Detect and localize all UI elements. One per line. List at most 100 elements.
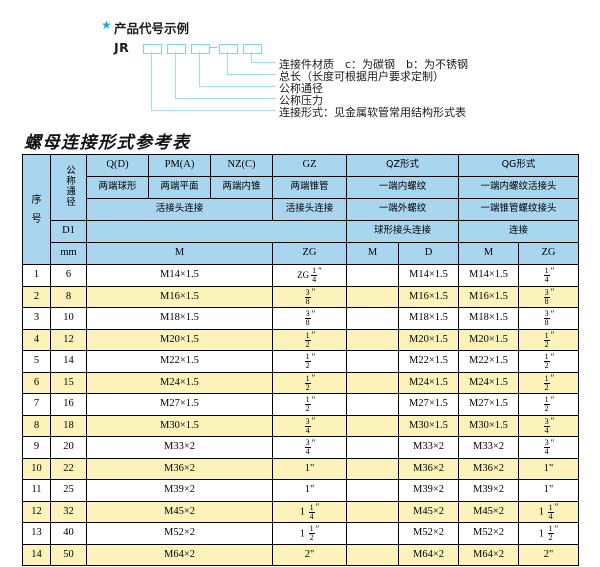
- cell-gz: 1 2 ″: [272, 328, 347, 351]
- nut-connection-spec-table: 序 号 公称通径 Q(D) PM(A) NZ(C) GZ QZ形式 QG形式 两…: [22, 154, 579, 566]
- table-row: 3 10 M18×1.5 3 8 ″ M18×1.5 M18×1.5 3 8 ″: [22, 307, 579, 330]
- cell-m: M52×2: [86, 522, 273, 545]
- cell-gz: 1 2 ″: [272, 350, 347, 373]
- header-unit-qg-m: M: [458, 242, 519, 265]
- table-row: 1 6 M14×1.5 ZG 1 4 ″ M14×1.5 M14×1.5 1 4 ″: [22, 264, 579, 287]
- code-box-1: [143, 44, 162, 54]
- cell-qz-d: M22×1.5: [398, 350, 459, 373]
- header-desc-gz: 两端锥管: [272, 176, 347, 199]
- leader-line-5-h: [151, 110, 276, 111]
- product-code-title: 产品代号示例: [114, 21, 190, 36]
- table-row: 6 15 M24×1.5 1 2 ″ M24×1.5 M24×1.5 1 2 ″: [22, 371, 579, 394]
- table-row: 9 20 M33×2 3 4 ″ M33×2 M33×2 3 4 ″: [22, 436, 579, 459]
- cell-gz: 2": [272, 543, 347, 566]
- header-connect-qz: 一端外螺纹: [346, 198, 459, 221]
- cell-dn: 32: [50, 500, 87, 523]
- cell-qg-m: M52×2: [458, 522, 519, 545]
- cell-gz: ZG 1 4 ″: [272, 264, 347, 287]
- cell-gz: 1": [272, 479, 347, 502]
- product-code-prefix: JR: [114, 40, 130, 55]
- header-group-qd: Q(D): [86, 154, 149, 177]
- cell-seq: 2: [22, 285, 51, 308]
- cell-qz-m: [346, 350, 399, 373]
- cell-qz-m: [346, 436, 399, 459]
- table-row: 2 8 M16×1.5 3 8 ″ M16×1.5 M16×1.5 3 8 ″: [22, 285, 579, 308]
- header-desc-qg: 一端内螺纹活接头: [458, 176, 579, 199]
- cell-dn: 50: [50, 543, 87, 566]
- header-group-nz: NZ(C): [210, 154, 273, 177]
- legend-material: 连接件材质 c：为碳钢 b：为不锈钢: [279, 58, 469, 71]
- cell-dn: 8: [50, 285, 87, 308]
- cell-dn: 18: [50, 414, 87, 437]
- legend-total-length: 总长（长度可根据用户要求定制）: [279, 70, 444, 83]
- legend-connect-type: 连接形式：见金属软管常用结构形式表: [279, 106, 466, 119]
- cell-qg-zg: 1": [518, 457, 579, 480]
- legend-nominal-press: 公称压力: [279, 94, 323, 107]
- cell-seq: 8: [22, 414, 51, 437]
- table-row: 7 16 M27×1.5 1 2 ″ M27×1.5 M27×1.5 1 2 ″: [22, 393, 579, 416]
- cell-m: M24×1.5: [86, 371, 273, 394]
- cell-dn: 10: [50, 307, 87, 330]
- code-box-2: [167, 44, 186, 54]
- leader-line-4-h: [175, 98, 276, 99]
- cell-qg-m: M20×1.5: [458, 328, 519, 351]
- cell-seq: 7: [22, 393, 51, 416]
- header-seq: 序 号: [22, 154, 51, 265]
- cell-qz-m: [346, 285, 399, 308]
- code-dash: [210, 47, 217, 48]
- cell-qz-d: M39×2: [398, 479, 459, 502]
- header-d1-label: D1: [50, 220, 87, 243]
- cell-qz-m: [346, 500, 399, 523]
- cell-qz-d: M45×2: [398, 500, 459, 523]
- cell-m: M64×2: [86, 543, 273, 566]
- header-connect-gz: 活接头连接: [272, 198, 347, 221]
- cell-qg-m: M18×1.5: [458, 307, 519, 330]
- section-heading: 螺母连接形式参考表: [24, 133, 191, 152]
- cell-qz-m: [346, 479, 399, 502]
- cell-dn: 25: [50, 479, 87, 502]
- header-desc-pm: 两端平面: [148, 176, 211, 199]
- cell-dn: 14: [50, 350, 87, 373]
- cell-qg-zg: 3 8 ″: [518, 307, 579, 330]
- cell-qz-d: M36×2: [398, 457, 459, 480]
- cell-dn: 40: [50, 522, 87, 545]
- cell-seq: 9: [22, 436, 51, 459]
- cell-m: M20×1.5: [86, 328, 273, 351]
- cell-gz: 1 1 4 ″: [272, 500, 347, 523]
- cell-qg-m: M22×1.5: [458, 350, 519, 373]
- cell-qz-d: M24×1.5: [398, 371, 459, 394]
- cell-qg-m: M64×2: [458, 543, 519, 566]
- cell-dn: 15: [50, 371, 87, 394]
- cell-m: M22×1.5: [86, 350, 273, 373]
- cell-seq: 5: [22, 350, 51, 373]
- header-connect2-qz: 球形接头连接: [346, 220, 459, 243]
- cell-dn: 12: [50, 328, 87, 351]
- spec-table-container: 序 号 公称通径 Q(D) PM(A) NZ(C) GZ QZ形式 QG形式 两…: [22, 154, 579, 566]
- header-mm-label: mm: [50, 242, 87, 265]
- cell-qz-d: M14×1.5: [398, 264, 459, 287]
- cell-gz: 3 4 ″: [272, 414, 347, 437]
- cell-qz-d: M64×2: [398, 543, 459, 566]
- cell-gz: 1": [272, 457, 347, 480]
- cell-qg-m: M27×1.5: [458, 393, 519, 416]
- header-connect-qg: 一端锥管螺纹接头: [458, 198, 579, 221]
- cell-qz-m: [346, 414, 399, 437]
- table-row: 4 12 M20×1.5 1 2 ″ M20×1.5 M20×1.5 1 2 ″: [22, 328, 579, 351]
- header-unit-gz-zg: ZG: [272, 242, 347, 265]
- cell-qg-zg: 1 2 ″: [518, 328, 579, 351]
- leader-line-2-v: [227, 52, 228, 75]
- cell-qg-zg: 1 2 ″: [518, 393, 579, 416]
- cell-qz-m: [346, 307, 399, 330]
- header-unit-qpn-m: M: [86, 242, 273, 265]
- cell-m: M16×1.5: [86, 285, 273, 308]
- code-box-3: [191, 44, 210, 54]
- cell-gz: 3 8 ″: [272, 307, 347, 330]
- cell-m: M36×2: [86, 457, 273, 480]
- header-desc-qd: 两端球形: [86, 176, 149, 199]
- table-row: 10 22 M36×2 1" M36×2 M36×2 1": [22, 457, 579, 480]
- cell-seq: 13: [22, 522, 51, 545]
- cell-m: M27×1.5: [86, 393, 273, 416]
- cell-qz-d: M18×1.5: [398, 307, 459, 330]
- cell-qg-zg: 1 1 4 ″: [518, 500, 579, 523]
- cell-qg-m: M24×1.5: [458, 371, 519, 394]
